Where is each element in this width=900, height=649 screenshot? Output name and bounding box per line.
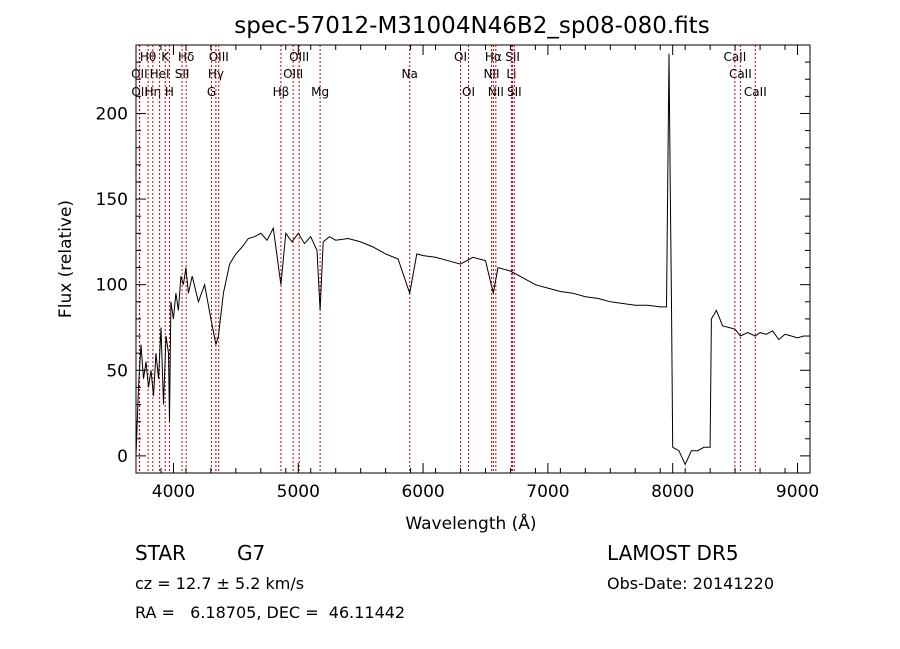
line-marker-label: Hβ: [273, 85, 290, 99]
coordinates: RA = 6.18705, DEC = 46.11442: [135, 603, 406, 622]
x-tick-label: 6000: [401, 482, 444, 502]
survey-label: LAMOST DR5: [607, 541, 739, 565]
line-marker-label: OIII: [289, 50, 309, 64]
line-marker-label: CaII: [744, 85, 767, 99]
line-marker-label: OI: [462, 85, 475, 99]
plot-frame: [135, 44, 811, 474]
x-tick-label: 5000: [277, 482, 320, 502]
y-tick-label: 50: [106, 361, 128, 381]
y-axis: 0 50 100 150 200: [96, 61, 810, 467]
spectrum-line: [135, 53, 805, 466]
line-marker-label: OII: [131, 85, 148, 99]
y-tick-label: 0: [117, 447, 128, 467]
line-marker-label: Hη: [145, 85, 162, 99]
x-axis-label: Wavelength (Å): [405, 512, 536, 534]
chart-title: spec-57012-M31004N46B2_sp08-080.fits: [234, 13, 709, 39]
line-marker-label: Mg: [311, 85, 329, 99]
y-tick-label: 100: [96, 276, 128, 296]
line-marker-label: Hθ: [140, 50, 156, 64]
line-marker-label: Hα: [485, 50, 502, 64]
line-marker-label: SII: [505, 50, 520, 64]
line-marker-label: CaII: [723, 50, 746, 64]
line-marker-label: NII: [483, 67, 499, 81]
x-axis: 4000 5000 6000 7000 8000 9000: [135, 45, 819, 502]
x-tick-label: 4000: [152, 482, 195, 502]
line-marker-label: SII: [507, 85, 522, 99]
line-marker-label: Hγ: [208, 67, 224, 81]
line-marker-label: OIII: [283, 67, 303, 81]
line-marker-label: K: [161, 50, 170, 64]
subclass-label: G7: [237, 541, 266, 565]
obs-date: Obs-Date: 20141220: [607, 574, 775, 593]
y-tick-label: 150: [96, 190, 128, 210]
x-tick-label: 8000: [651, 482, 694, 502]
line-marker-label: Na: [402, 67, 418, 81]
line-marker-label: NII: [488, 85, 504, 99]
y-tick-label: 200: [96, 104, 128, 124]
class-label: STAR: [135, 541, 186, 565]
line-marker-label: CaII: [729, 67, 752, 81]
line-marker-label: Li: [506, 67, 516, 81]
line-marker-label: OIII: [209, 50, 229, 64]
line-marker-label: OI: [454, 50, 467, 64]
line-marker-label: SII: [175, 67, 190, 81]
line-marker-label: HeI: [150, 67, 170, 81]
line-marker-label: G: [207, 85, 216, 99]
line-marker-label: Hδ: [178, 50, 194, 64]
y-axis-label: Flux (relative): [56, 200, 76, 318]
line-marker-label: H: [165, 85, 174, 99]
cz-value: cz = 12.7 ± 5.2 km/s: [135, 574, 305, 593]
x-tick-label: 7000: [526, 482, 569, 502]
x-tick-label: 9000: [776, 482, 819, 502]
